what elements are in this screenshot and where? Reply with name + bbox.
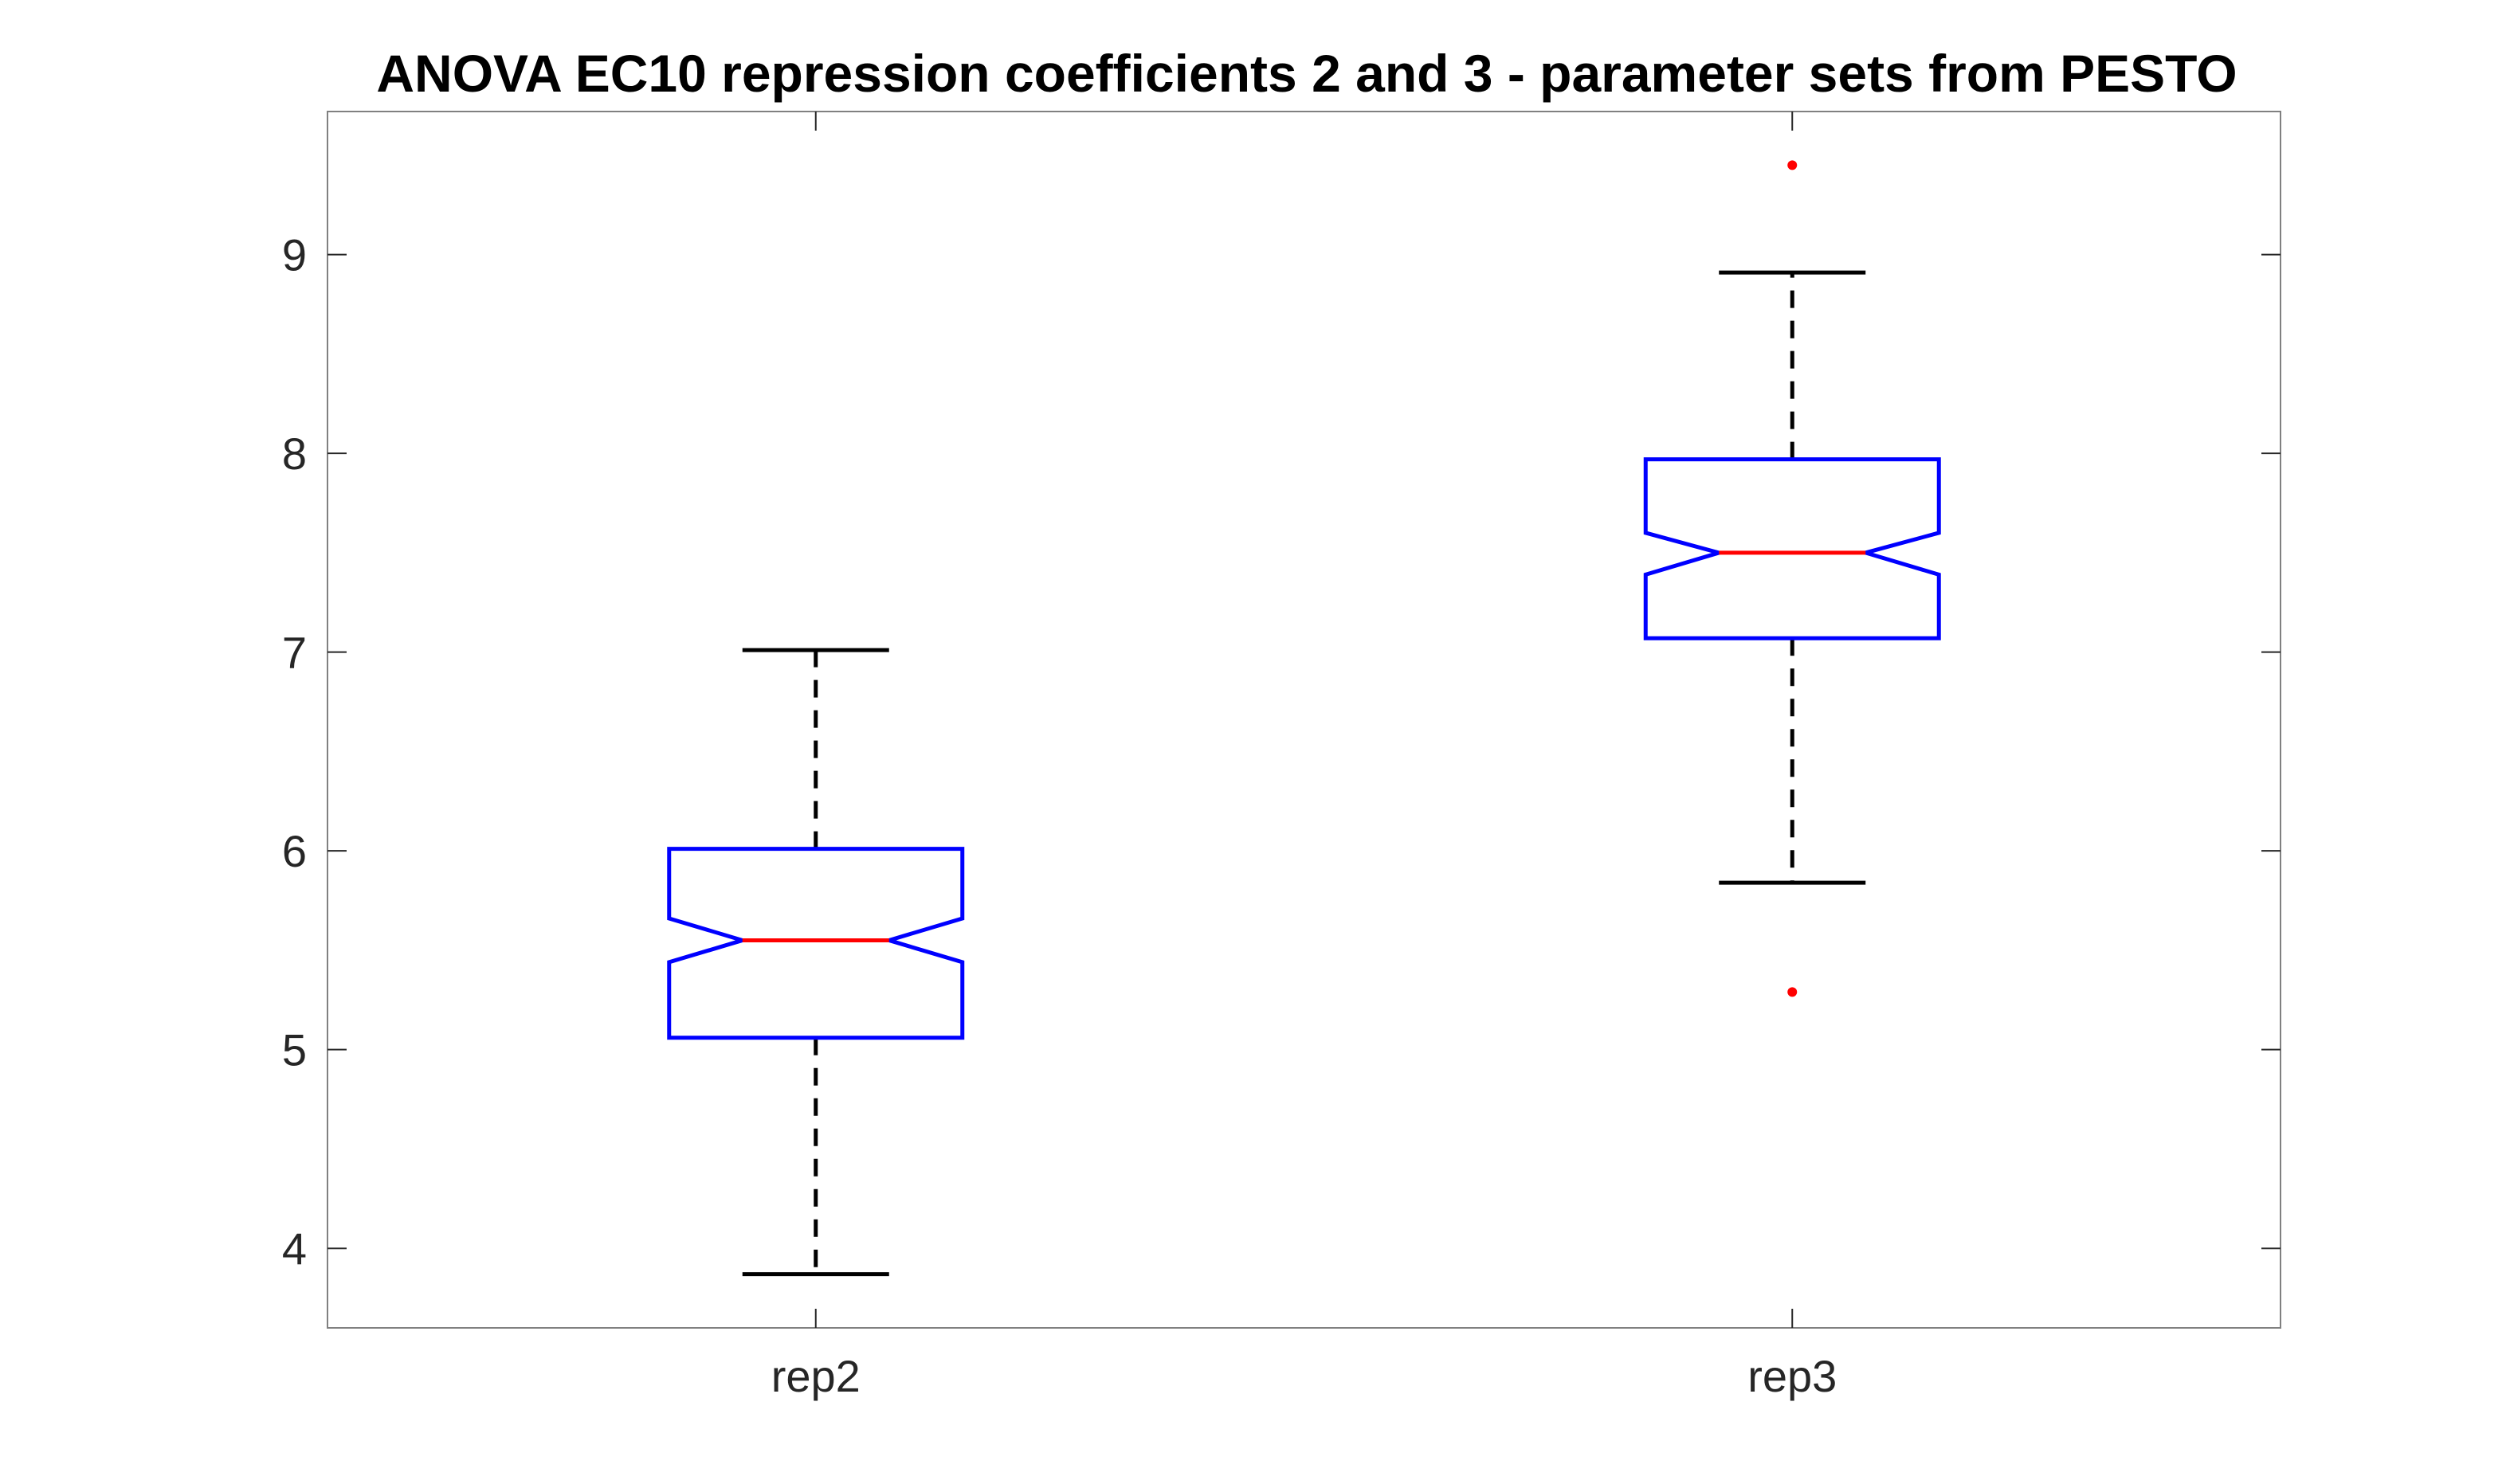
box-group [667, 160, 1941, 1277]
y-tick-label: 4 [282, 1224, 307, 1274]
box-rep2 [667, 648, 965, 1277]
notched-box [1643, 457, 1941, 640]
outlier-point [1787, 160, 1798, 170]
y-tick-label: 5 [282, 1025, 307, 1075]
y-tick-label: 8 [282, 429, 307, 479]
plot-area [327, 111, 2281, 1329]
y-tick-label: 6 [282, 826, 307, 876]
x-axis: rep2 rep3 [771, 112, 1837, 1401]
y-tick-label: 7 [282, 628, 307, 678]
x-category-label: rep2 [771, 1351, 861, 1401]
notched-box [667, 847, 965, 1040]
y-tick-label: 9 [282, 230, 307, 280]
chart-title: ANOVA EC10 repression coefficients 2 and… [376, 44, 2237, 103]
y-axis: 4 5 6 7 8 9 [282, 230, 2281, 1274]
box-rep3 [1643, 160, 1941, 997]
outlier-point [1787, 987, 1798, 997]
x-category-label: rep3 [1747, 1351, 1837, 1401]
